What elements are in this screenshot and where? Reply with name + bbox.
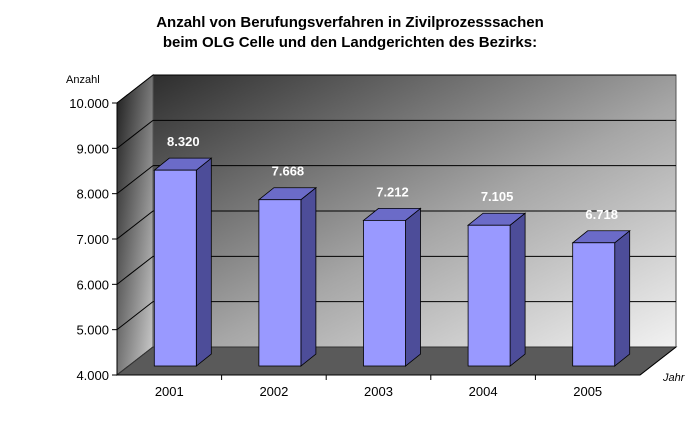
gridline-side (116, 165, 154, 195)
bar-front (467, 224, 511, 367)
bar (153, 157, 213, 367)
bars (153, 157, 631, 367)
y-axis-label: Anzahl (66, 74, 100, 86)
y-tick-label: 10.000 (69, 96, 109, 111)
floor-edge (639, 346, 677, 376)
bar-front (153, 169, 197, 367)
y-tick-label: 7.000 (76, 232, 109, 247)
bar (466, 212, 527, 367)
bar-front (572, 242, 616, 367)
gridline-side (116, 210, 154, 240)
chart-title-line-2: beim OLG Celle und den Landgerichten des… (162, 34, 538, 51)
bar-side (509, 212, 526, 367)
data-label: 7.212 (376, 184, 409, 199)
bar (362, 207, 422, 367)
x-axis-label: Jahr (662, 372, 686, 384)
x-tick-label: 2003 (364, 384, 393, 399)
gridline-side (116, 119, 154, 149)
bar-side (614, 229, 631, 367)
bar-front (258, 199, 302, 367)
chart-title-line-1: Anzahl von Berufungsverfahren in Zivilpr… (156, 14, 544, 31)
x-tick-label: 2004 (469, 384, 498, 399)
data-label: 7.668 (272, 164, 305, 179)
x-tick-label: 2002 (259, 384, 288, 399)
y-tick-label: 4.000 (76, 368, 109, 383)
gridline-side (116, 255, 154, 285)
gridline-side (116, 74, 154, 104)
x-tick-label: 2005 (573, 384, 602, 399)
bar-side (300, 186, 317, 367)
y-tick-label: 6.000 (76, 277, 109, 292)
bar (571, 229, 631, 367)
y-tick-label: 5.000 (76, 323, 109, 338)
data-label: 7.105 (481, 189, 514, 204)
bar-front (363, 219, 406, 367)
labels: 8.320 2001 7.668 2002 7.212 2003 7.105 2004 6.71… (66, 74, 686, 399)
bar-side (405, 207, 421, 367)
axes (112, 102, 677, 380)
gridline-side (116, 301, 154, 331)
y-tick-label: 8.000 (76, 187, 109, 202)
data-label: 8.320 (167, 134, 200, 149)
x-tick-label: 2001 (155, 384, 184, 399)
bar (257, 186, 318, 367)
bar-side (195, 157, 212, 367)
y-tick-label: 9.000 (76, 141, 109, 156)
data-label: 6.718 (585, 207, 618, 222)
